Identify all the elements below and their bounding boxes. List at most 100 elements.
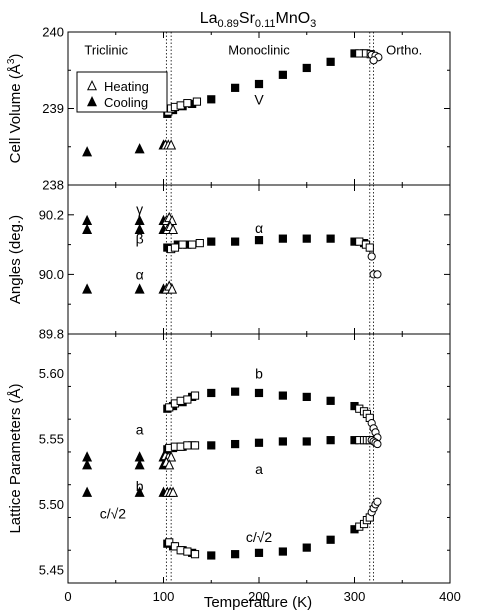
data-point-c_mono_cool — [254, 548, 264, 557]
data-point-alpha_mono_cool — [326, 234, 335, 243]
data-point-mono_heat — [183, 441, 192, 450]
series-label: α — [136, 266, 144, 282]
data-point-alpha_mono_heat — [188, 240, 197, 249]
series-label: α — [255, 220, 263, 236]
data-point-c_mono_cool — [302, 543, 311, 552]
data-point-tri_cool — [134, 459, 145, 470]
data-point-a_mono_cool — [278, 437, 287, 446]
data-point-a_mono_cool — [326, 436, 335, 445]
x-tick-label: 0 — [64, 589, 71, 604]
y-tick-label-volume: 238 — [42, 178, 64, 193]
data-point-tri_cool — [82, 486, 93, 497]
data-point-c_mono_cool — [326, 535, 335, 544]
data-point-tri_cool — [134, 486, 145, 497]
data-point-alpha_mono_heat — [178, 240, 187, 249]
x-tick-label: 100 — [153, 589, 175, 604]
series-label: γ — [136, 201, 143, 217]
data-point-alpha_mono_heat — [195, 239, 204, 248]
data-point-gamma_cool — [82, 214, 93, 226]
y-axis-label-lattice: Lattice Parameters (Å) — [7, 383, 24, 533]
x-axis-label: Temperature (K) — [204, 594, 312, 611]
data-point-alpha_cool — [134, 283, 145, 294]
data-point-alpha_mono_cool — [254, 236, 264, 245]
data-point-b_mono_cool — [231, 387, 240, 396]
data-point-V_cool_mono — [326, 57, 335, 66]
data-point-b_mono_cool — [207, 388, 216, 398]
y-tick-label-angles: 90.2 — [39, 207, 64, 222]
data-point-mono_heat — [183, 395, 192, 404]
data-point-V_heat_mono — [192, 97, 202, 106]
data-point-mono_heat — [176, 396, 185, 405]
panel-frame-angles — [67, 184, 451, 335]
y-tick-label-lattice: 5.60 — [39, 366, 64, 381]
data-point-mono_heat — [190, 550, 200, 559]
data-point-V_cool_mono — [207, 95, 216, 104]
data-point-tri_heat — [168, 486, 179, 497]
data-point-alpha_mono_cool — [207, 237, 216, 246]
data-point-mono_heat — [176, 546, 185, 555]
data-point-a_mono_cool — [207, 441, 216, 450]
data-point-mono_heat — [183, 547, 192, 556]
data-point-alpha_ortho — [373, 270, 382, 279]
data-point-tri_cool — [82, 459, 93, 470]
x-tick-label: 400 — [439, 589, 461, 604]
data-point-tri_heat — [166, 451, 177, 462]
data-point-V_ortho — [369, 56, 378, 65]
data-point-V_cool_tri — [82, 146, 93, 157]
series-label: β — [136, 231, 144, 247]
data-point-mono_heat — [190, 391, 200, 400]
data-point-mono_heat — [190, 441, 200, 450]
legend-label: Heating — [104, 79, 149, 94]
data-point-V_cool_mono — [254, 79, 264, 89]
phase-label: Monoclinic — [228, 43, 290, 58]
series-label: a — [136, 422, 144, 438]
data-point-a_mono_cool — [231, 439, 240, 449]
data-point-alpha_mono_heat — [355, 237, 364, 246]
series-label: V — [254, 91, 264, 107]
data-point-tri_heat — [164, 459, 175, 470]
data-point-V_cool_tri — [134, 143, 145, 154]
data-point-beta_cool — [82, 223, 93, 234]
data-point-a_mono_cool — [254, 438, 264, 447]
data-point-c_mono_cool — [231, 550, 240, 559]
legend-marker — [86, 80, 98, 91]
data-point-ortho — [373, 439, 382, 449]
data-point-V_heat_mono — [355, 49, 364, 58]
data-point-tri_heat — [167, 283, 178, 294]
data-point-b_mono_cool — [326, 396, 335, 405]
y-tick-label-volume: 240 — [42, 25, 64, 40]
data-point-alpha_mono_cool — [278, 234, 287, 243]
data-point-V_heat_tri — [166, 139, 177, 150]
series-label: c/√2 — [100, 506, 127, 522]
data-point-beta_cool — [134, 223, 145, 234]
data-point-mono_heat — [176, 442, 185, 451]
phase-label: Ortho. — [386, 43, 422, 58]
data-point-V_cool_mono — [302, 63, 311, 73]
series-label: b — [255, 365, 263, 381]
data-point-alpha_mono_cool — [231, 237, 240, 246]
data-point-c_mono_cool — [207, 551, 216, 560]
data-point-alpha_mono_heat — [365, 243, 374, 252]
chart-title: La0.89Sr0.11MnO3 — [200, 10, 317, 30]
y-axis-label-angles: Angles (deg.) — [7, 215, 24, 304]
phase-label: Triclinic — [84, 43, 128, 58]
data-point-V_cool_mono — [231, 83, 240, 92]
y-tick-label-volume: 239 — [42, 101, 64, 116]
data-point-V_heat_mono — [183, 99, 192, 108]
data-point-V_heat_mono — [176, 101, 185, 110]
data-point-b_mono_cool — [254, 388, 264, 398]
y-tick-label-lattice: 5.50 — [39, 497, 64, 512]
data-point-alpha_ortho — [367, 252, 376, 261]
data-point-c_mono_cool — [278, 547, 287, 556]
y-tick-label-lattice: 5.55 — [39, 431, 64, 446]
legend-label: Cooling — [104, 95, 148, 110]
x-tick-label: 200 — [248, 589, 270, 604]
series-label: a — [255, 461, 263, 477]
data-point-b_mono_cool — [278, 391, 287, 400]
y-tick-label-angles: 90.0 — [39, 267, 64, 282]
y-axis-label-volume: Cell Volume (Å3) — [6, 54, 24, 164]
data-point-a_mono_cool — [302, 437, 311, 446]
data-point-b_mono_cool — [302, 392, 311, 402]
series-label: b — [136, 478, 144, 494]
